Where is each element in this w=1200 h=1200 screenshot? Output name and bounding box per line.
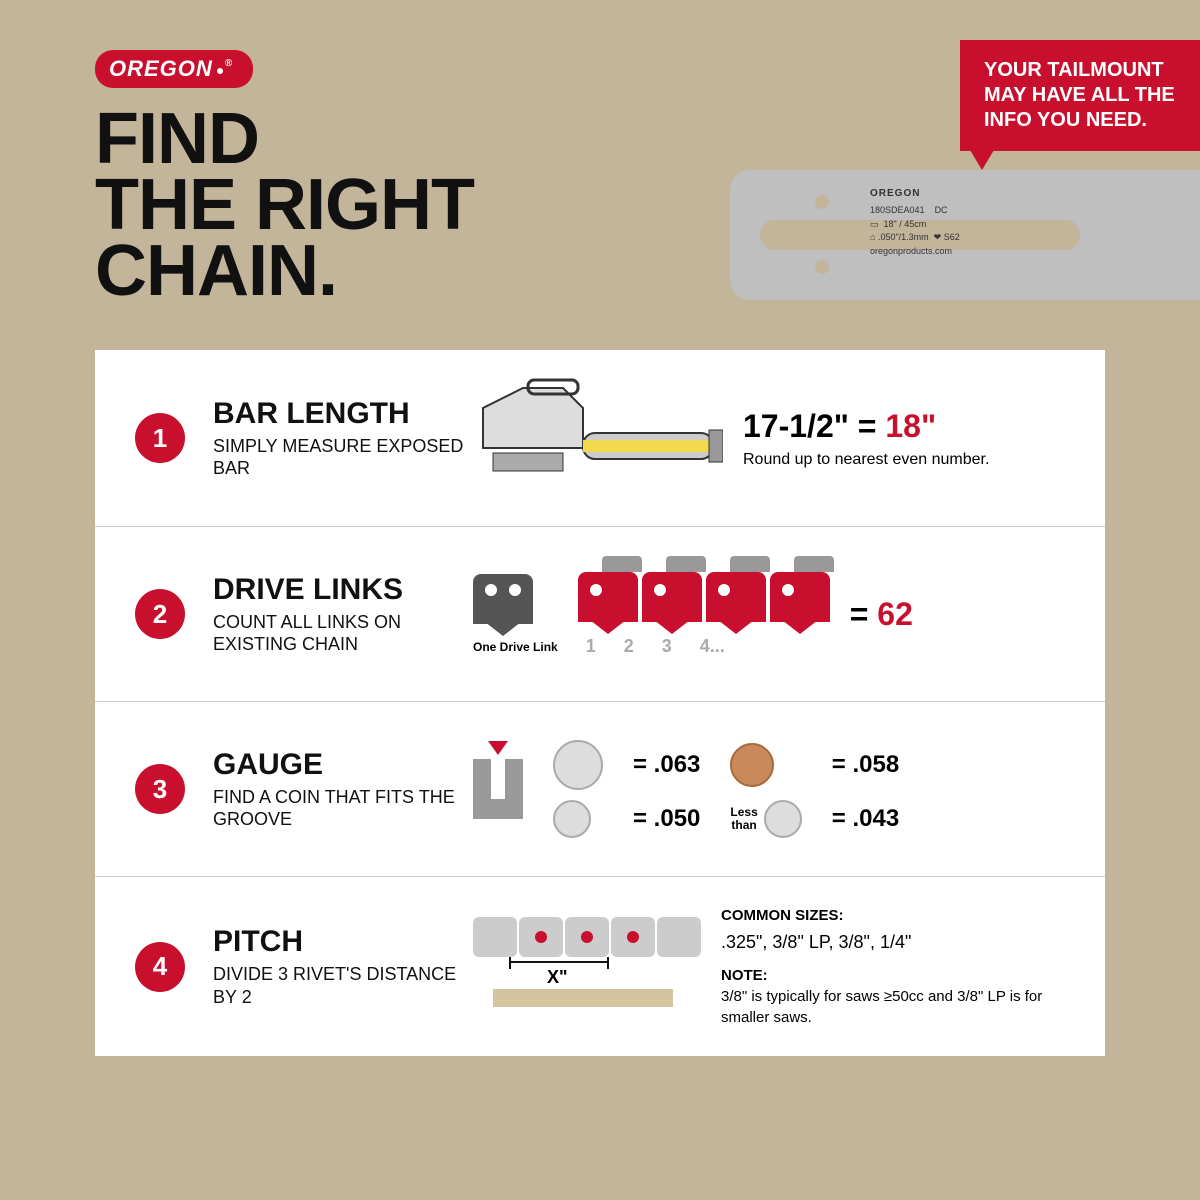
penny-coin-icon — [730, 743, 774, 787]
step-number-badge: 4 — [135, 942, 185, 992]
step-subtitle: DIVIDE 3 RIVET'S DISTANCE BY 2 — [213, 963, 473, 1008]
gauge-value: = .058 — [832, 751, 899, 779]
steps-card: 1 BAR LENGTH SIMPLY MEASURE EXPOSED BAR … — [95, 350, 1105, 1056]
tailmount-callout: YOUR TAILMOUNT MAY HAVE ALL THE INFO YOU… — [960, 40, 1200, 151]
chainsaw-icon — [473, 378, 723, 498]
brand-logo: OREGON® — [95, 50, 253, 88]
step-number-badge: 1 — [135, 413, 185, 463]
single-drive-link-icon: One Drive Link — [473, 574, 558, 654]
tailmount-brand: OREGON — [870, 188, 920, 199]
groove-icon — [473, 759, 523, 819]
step-1: 1 BAR LENGTH SIMPLY MEASURE EXPOSED BAR … — [95, 350, 1105, 527]
step-title: BAR LENGTH — [213, 397, 473, 431]
step-1-result: 17-1/2" = 18" Round up to nearest even n… — [743, 408, 989, 469]
step-number-badge: 2 — [135, 589, 185, 639]
pitch-info: COMMON SIZES: .325", 3/8" LP, 3/8", 1/4"… — [721, 905, 1065, 1028]
dime-coin-icon — [764, 800, 802, 838]
step-subtitle: COUNT ALL LINKS ON EXISTING CHAIN — [213, 611, 473, 656]
less-than-label: Lessthan — [730, 806, 757, 832]
gauge-value: = .063 — [633, 751, 700, 779]
header: OREGON® FINDTHE RIGHTCHAIN. YOUR TAILMOU… — [0, 0, 1200, 330]
gauge-value: = .050 — [633, 805, 700, 833]
tailmount-bar-graphic: OREGON 180SDEA041 DC ▭ 18" / 45cm ⌂ .050… — [730, 170, 1200, 300]
step-title: GAUGE — [213, 748, 473, 782]
step-2-result: = 62 — [850, 596, 913, 633]
callout-tail-icon — [964, 140, 1000, 170]
step-3: 3 GAUGE FIND A COIN THAT FITS THE GROOVE… — [95, 702, 1105, 877]
step-2: 2 DRIVE LINKS COUNT ALL LINKS ON EXISTIN… — [95, 527, 1105, 702]
dime-coin-icon — [553, 800, 591, 838]
brand-name: OREGON — [109, 56, 213, 81]
step-4: 4 PITCH DIVIDE 3 RIVET'S DISTANCE BY 2 X… — [95, 877, 1105, 1056]
step-title: DRIVE LINKS — [213, 573, 473, 607]
step-title: PITCH — [213, 925, 473, 959]
gauge-coins-grid: = .063 = .058 = .050 Lessthan = .043 — [553, 740, 899, 838]
pitch-diagram-icon: X" — [473, 917, 701, 1017]
step-number-badge: 3 — [135, 764, 185, 814]
chain-links-icon: 1 2 3 4... — [578, 572, 830, 657]
tailmount-info: 180SDEA041 DC ▭ 18" / 45cm ⌂ .050"/1.3mm… — [870, 204, 960, 258]
gauge-value: = .043 — [832, 805, 899, 833]
step-subtitle: FIND A COIN THAT FITS THE GROOVE — [213, 786, 473, 831]
step-subtitle: SIMPLY MEASURE EXPOSED BAR — [213, 435, 473, 480]
quarter-coin-icon — [553, 740, 603, 790]
